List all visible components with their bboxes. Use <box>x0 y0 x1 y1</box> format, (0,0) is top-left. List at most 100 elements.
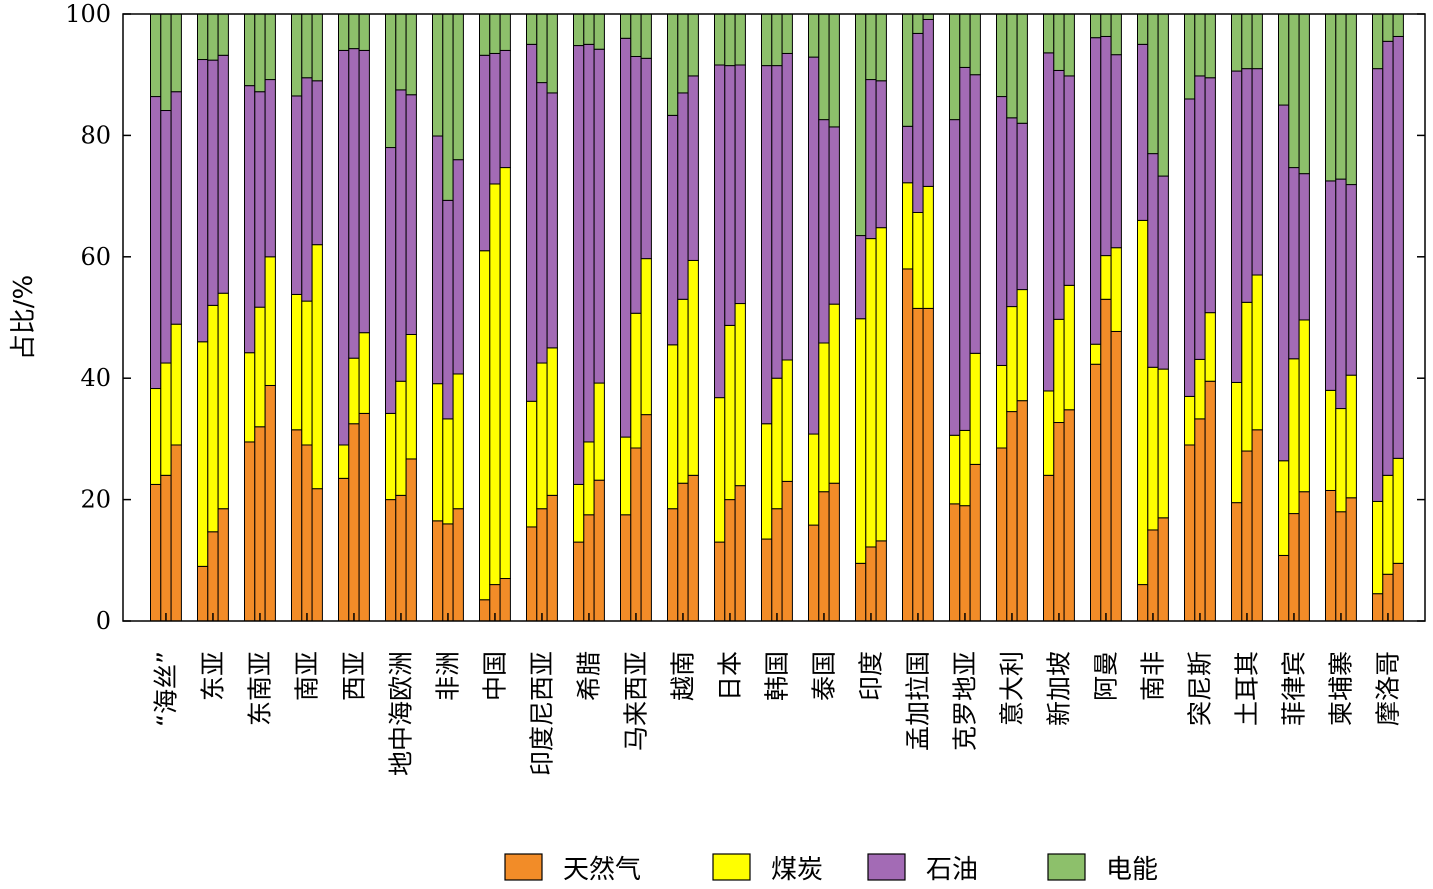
bar-segment-1-cat-6-bar-1 <box>442 418 454 525</box>
bar-segment-1-cat-19-bar-1 <box>1053 318 1065 424</box>
bar-segment-0-cat-17-bar-2 <box>969 463 981 622</box>
bar-segment-1-cat-14-bar-0 <box>808 433 820 526</box>
bar-segment-1-cat-6-bar-2 <box>452 373 464 510</box>
bar-segment-0-cat-10-bar-2 <box>640 414 652 622</box>
x-category-label-22: 突尼斯 <box>1185 651 1214 726</box>
x-category-label-13: 韩国 <box>762 651 791 701</box>
bar-segment-3-cat-22-bar-1 <box>1194 13 1206 77</box>
bar-segment-1-cat-3-bar-1 <box>301 300 313 446</box>
bar-segment-1-cat-12-bar-0 <box>714 397 726 543</box>
bar-segment-2-cat-8-bar-2 <box>546 92 558 349</box>
bar-segment-0-cat-21-bar-1 <box>1147 529 1159 622</box>
bar-segment-2-cat-23-bar-2 <box>1251 68 1263 276</box>
x-category-labels: “海丝” 东亚 东南亚 南亚 西亚 地中海欧洲 非洲 中国 印度尼西亚 希腊 马来西亚 越南 日本 韩国泰… <box>151 651 1402 776</box>
x-category-label-24: 菲律宾 <box>1279 651 1308 726</box>
bar-segment-3-cat-21-bar-2 <box>1157 13 1169 177</box>
bar-segment-1-cat-6-bar-0 <box>432 383 444 522</box>
bar-segment-2-cat-3-bar-1 <box>301 77 313 302</box>
bar-segment-2-cat-5-bar-0 <box>385 147 397 414</box>
bar-segment-2-cat-25-bar-1 <box>1335 178 1347 410</box>
bar-segment-2-cat-6-bar-1 <box>442 199 454 420</box>
bar-segment-1-cat-24-bar-0 <box>1278 460 1290 556</box>
bar-segment-3-cat-15-bar-0 <box>855 13 867 237</box>
bar-segment-2-cat-8-bar-1 <box>536 82 548 364</box>
bar-segment-2-cat-13-bar-0 <box>761 65 773 425</box>
bar-segment-1-cat-5-bar-0 <box>385 412 397 501</box>
bar-segment-0-cat-25-bar-2 <box>1345 497 1357 622</box>
bar-segment-0-cat-10-bar-0 <box>620 514 632 622</box>
bar-segment-3-cat-22-bar-0 <box>1184 13 1196 100</box>
bar-segment-0-cat-10-bar-1 <box>630 447 642 622</box>
bar-segment-2-cat-26-bar-1 <box>1382 40 1394 476</box>
bar-segment-0-cat-22-bar-0 <box>1184 444 1196 622</box>
bar-segment-0-cat-19-bar-2 <box>1063 409 1075 622</box>
bar-segment-3-cat-17-bar-0 <box>949 13 961 121</box>
bar-segment-0-cat-3-bar-0 <box>291 429 303 622</box>
x-category-label-9: 希腊 <box>574 651 603 701</box>
x-category-label-19: 新加坡 <box>1044 651 1073 726</box>
bar-segment-3-cat-19-bar-0 <box>1043 13 1055 54</box>
bar-segment-1-cat-5-bar-1 <box>395 380 407 496</box>
bar-segment-0-cat-1-bar-0 <box>197 565 209 622</box>
bar-segment-2-cat-16-bar-1 <box>912 32 924 213</box>
bar-segment-2-cat-9-bar-1 <box>583 43 595 443</box>
bar-segment-1-cat-8-bar-2 <box>546 347 558 496</box>
bar-segment-1-cat-14-bar-1 <box>818 342 830 493</box>
bar-segment-0-cat-8-bar-0 <box>526 526 538 622</box>
bar-segment-2-cat-4-bar-0 <box>338 49 350 446</box>
bar-segment-2-cat-20-bar-2 <box>1110 54 1122 249</box>
bar-segment-3-cat-24-bar-2 <box>1298 13 1310 175</box>
bar-segment-0-cat-3-bar-2 <box>311 488 323 622</box>
bar-segment-3-cat-5-bar-1 <box>395 13 407 91</box>
bar-segment-0-cat-20-bar-2 <box>1110 330 1122 622</box>
legend-label-1: 煤炭 <box>771 855 823 885</box>
bar-segment-1-cat-10-bar-1 <box>630 312 642 449</box>
bar-segment-2-cat-20-bar-1 <box>1100 35 1112 257</box>
bar-segment-3-cat-7-bar-0 <box>479 13 491 56</box>
bar-segment-2-cat-23-bar-1 <box>1241 68 1253 303</box>
bar-segment-0-cat-16-bar-1 <box>912 307 924 622</box>
bar-segment-2-cat-1-bar-1 <box>207 59 219 306</box>
bar-segment-1-cat-21-bar-2 <box>1157 368 1169 519</box>
bar-segment-1-cat-16-bar-1 <box>912 211 924 309</box>
bar-segment-2-cat-17-bar-0 <box>949 119 961 436</box>
bar-segment-2-cat-14-bar-1 <box>818 119 830 344</box>
bar-segment-3-cat-15-bar-1 <box>865 13 877 81</box>
bar-segment-2-cat-2-bar-0 <box>244 85 256 354</box>
bar-segment-2-cat-4-bar-1 <box>348 48 360 359</box>
bar-segment-0-cat-12-bar-1 <box>724 499 736 622</box>
bar-segment-2-cat-14-bar-2 <box>828 126 840 305</box>
bar-segment-3-cat-10-bar-2 <box>640 13 652 59</box>
x-category-label-7: 中国 <box>480 651 509 701</box>
bar-segment-0-cat-11-bar-2 <box>687 474 699 622</box>
bar-segment-2-cat-23-bar-0 <box>1231 70 1243 383</box>
bar-segment-1-cat-11-bar-0 <box>667 344 679 510</box>
bar-segment-3-cat-6-bar-1 <box>442 13 454 201</box>
legend-label-0: 天然气 <box>563 855 641 885</box>
bar-segment-1-cat-26-bar-0 <box>1372 500 1384 595</box>
bar-segment-2-cat-17-bar-2 <box>969 74 981 354</box>
bar-segment-0-cat-18-bar-1 <box>1006 411 1018 622</box>
bar-segment-2-cat-18-bar-0 <box>996 96 1008 366</box>
bar-segment-2-cat-0-bar-2 <box>170 91 182 325</box>
bar-segment-3-cat-25-bar-1 <box>1335 13 1347 180</box>
bar-segment-0-cat-26-bar-0 <box>1372 593 1384 622</box>
bar-segment-2-cat-19-bar-2 <box>1063 75 1075 286</box>
bar-segment-3-cat-2-bar-0 <box>244 13 256 87</box>
y-axis-title: 占比/% <box>9 275 39 360</box>
x-category-label-11: 越南 <box>668 651 697 701</box>
x-category-label-16: 孟加拉国 <box>903 651 932 751</box>
bar-segment-0-cat-5-bar-0 <box>385 499 397 622</box>
bar-segment-3-cat-4-bar-1 <box>348 13 360 50</box>
bar-segment-2-cat-22-bar-2 <box>1204 77 1216 314</box>
bar-segment-3-cat-14-bar-1 <box>818 13 830 121</box>
bar-segment-0-cat-17-bar-0 <box>949 503 961 622</box>
bar-segment-3-cat-26-bar-0 <box>1372 13 1384 70</box>
bar-segment-1-cat-26-bar-1 <box>1382 474 1394 575</box>
bar-segment-0-cat-9-bar-2 <box>593 479 605 622</box>
bar-segment-1-cat-4-bar-2 <box>358 332 370 414</box>
bar-segment-0-cat-1-bar-2 <box>217 508 229 622</box>
bar-segment-1-cat-20-bar-0 <box>1090 343 1102 365</box>
bar-segment-0-cat-19-bar-0 <box>1043 474 1055 622</box>
bar-segment-1-cat-14-bar-2 <box>828 303 840 484</box>
